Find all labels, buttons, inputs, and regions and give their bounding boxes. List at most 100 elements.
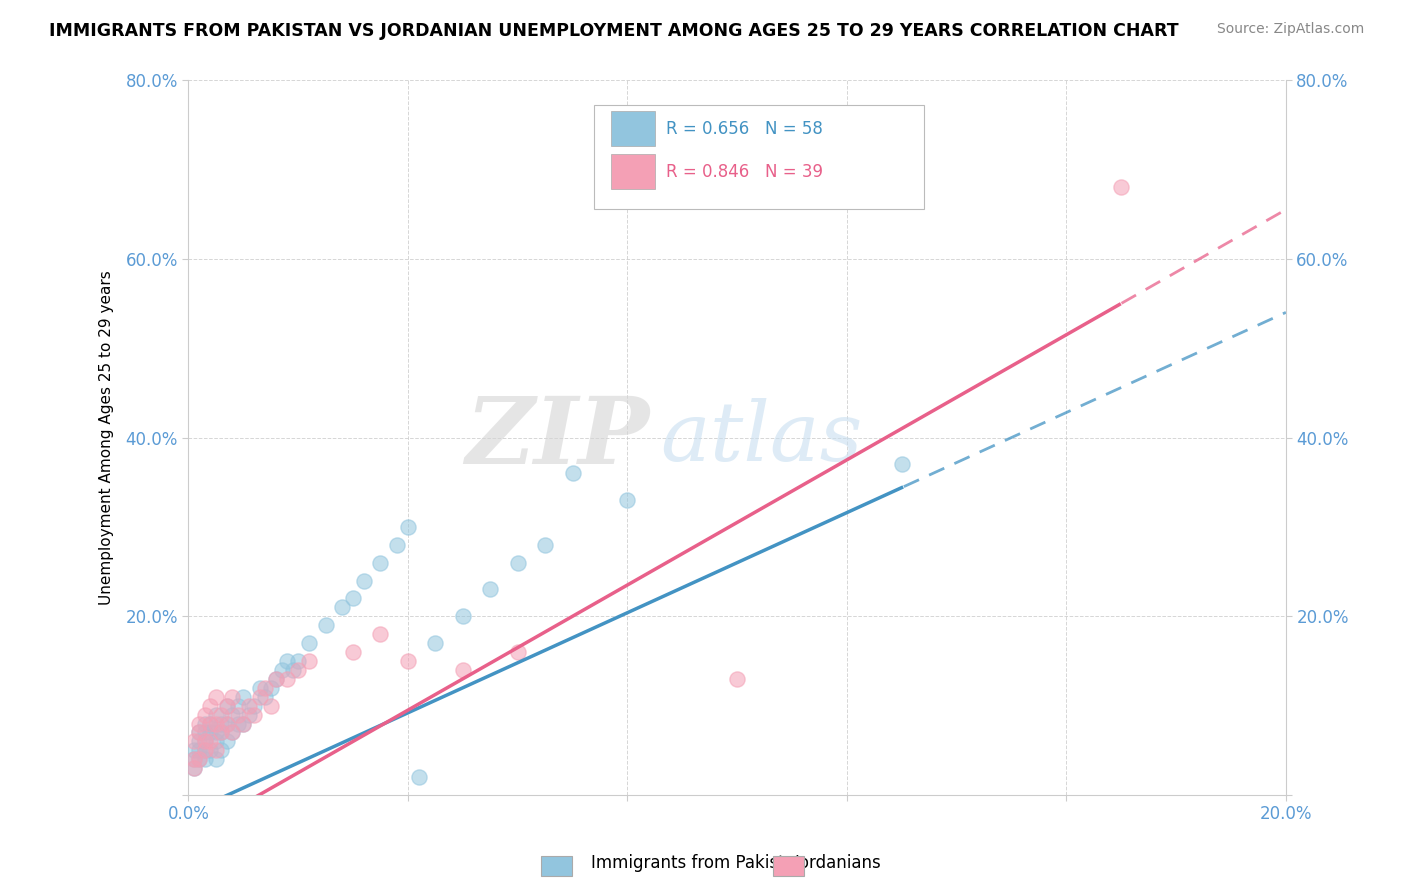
Point xyxy=(205,725,228,739)
Point xyxy=(215,734,238,748)
Point xyxy=(221,725,243,739)
Point xyxy=(264,672,287,686)
Point xyxy=(221,690,243,704)
Point xyxy=(342,645,364,659)
Point xyxy=(298,654,321,668)
Point xyxy=(188,734,211,748)
Point xyxy=(205,752,228,766)
Text: Immigrants from Pakistan: Immigrants from Pakistan xyxy=(591,855,804,872)
Point xyxy=(287,654,309,668)
Text: IMMIGRANTS FROM PAKISTAN VS JORDANIAN UNEMPLOYMENT AMONG AGES 25 TO 29 YEARS COR: IMMIGRANTS FROM PAKISTAN VS JORDANIAN UN… xyxy=(49,22,1178,40)
Point xyxy=(188,716,211,731)
Point xyxy=(183,752,205,766)
Point xyxy=(396,520,419,534)
Point xyxy=(238,698,260,713)
Point xyxy=(188,752,211,766)
Point xyxy=(243,707,266,722)
Point xyxy=(209,743,232,757)
Point xyxy=(238,707,260,722)
Point xyxy=(616,493,638,508)
Point xyxy=(209,707,232,722)
Y-axis label: Unemployment Among Ages 25 to 29 years: Unemployment Among Ages 25 to 29 years xyxy=(100,270,114,605)
Point xyxy=(194,725,217,739)
Point xyxy=(425,636,447,650)
Point xyxy=(243,698,266,713)
Point xyxy=(200,725,222,739)
Point xyxy=(232,716,254,731)
Point xyxy=(342,591,364,606)
Point xyxy=(534,538,557,552)
FancyBboxPatch shape xyxy=(595,105,924,209)
Point xyxy=(370,627,392,641)
Point xyxy=(215,698,238,713)
Point xyxy=(200,743,222,757)
Point xyxy=(183,761,205,775)
Point xyxy=(890,458,912,472)
Point xyxy=(215,716,238,731)
Point xyxy=(298,636,321,650)
Point xyxy=(221,725,243,739)
Bar xyxy=(612,111,655,146)
Point xyxy=(209,725,232,739)
Point xyxy=(260,681,283,695)
Point xyxy=(276,672,298,686)
Point xyxy=(205,716,228,731)
Point xyxy=(194,716,217,731)
Point xyxy=(226,707,249,722)
Point xyxy=(205,734,228,748)
Point xyxy=(276,654,298,668)
Point xyxy=(188,725,211,739)
Point xyxy=(353,574,375,588)
Point xyxy=(385,538,408,552)
Point xyxy=(183,752,205,766)
Point xyxy=(396,654,419,668)
Point xyxy=(194,734,217,748)
Point xyxy=(183,734,205,748)
Point xyxy=(260,698,283,713)
Point xyxy=(249,681,271,695)
Point xyxy=(232,690,254,704)
Point xyxy=(183,761,205,775)
Point xyxy=(370,556,392,570)
Point xyxy=(194,734,217,748)
Point xyxy=(209,725,232,739)
Point xyxy=(506,645,529,659)
Point xyxy=(287,663,309,677)
Bar xyxy=(612,153,655,189)
Point xyxy=(254,681,277,695)
Point xyxy=(205,743,228,757)
Point xyxy=(215,716,238,731)
Text: R = 0.846   N = 39: R = 0.846 N = 39 xyxy=(666,162,823,180)
Point xyxy=(226,698,249,713)
Text: Jordanians: Jordanians xyxy=(794,855,882,872)
Point xyxy=(270,663,292,677)
Text: R = 0.656   N = 58: R = 0.656 N = 58 xyxy=(666,120,823,137)
Point xyxy=(1109,180,1132,194)
Point xyxy=(209,716,232,731)
Point xyxy=(254,690,277,704)
Text: ZIP: ZIP xyxy=(465,392,650,483)
Point xyxy=(232,716,254,731)
Point xyxy=(194,743,217,757)
Point xyxy=(188,743,211,757)
Text: Source: ZipAtlas.com: Source: ZipAtlas.com xyxy=(1216,22,1364,37)
Point xyxy=(226,716,249,731)
Point xyxy=(205,707,228,722)
Point xyxy=(249,690,271,704)
Point xyxy=(561,467,583,481)
Point xyxy=(200,698,222,713)
Point xyxy=(188,725,211,739)
Point xyxy=(205,690,228,704)
Point xyxy=(264,672,287,686)
Point xyxy=(506,556,529,570)
Point xyxy=(183,743,205,757)
Point xyxy=(194,752,217,766)
Point xyxy=(194,707,217,722)
Point xyxy=(451,609,474,624)
Point xyxy=(479,582,502,597)
Text: atlas: atlas xyxy=(661,398,863,477)
Point xyxy=(200,716,222,731)
Point xyxy=(188,752,211,766)
Point xyxy=(451,663,474,677)
Point xyxy=(200,716,222,731)
